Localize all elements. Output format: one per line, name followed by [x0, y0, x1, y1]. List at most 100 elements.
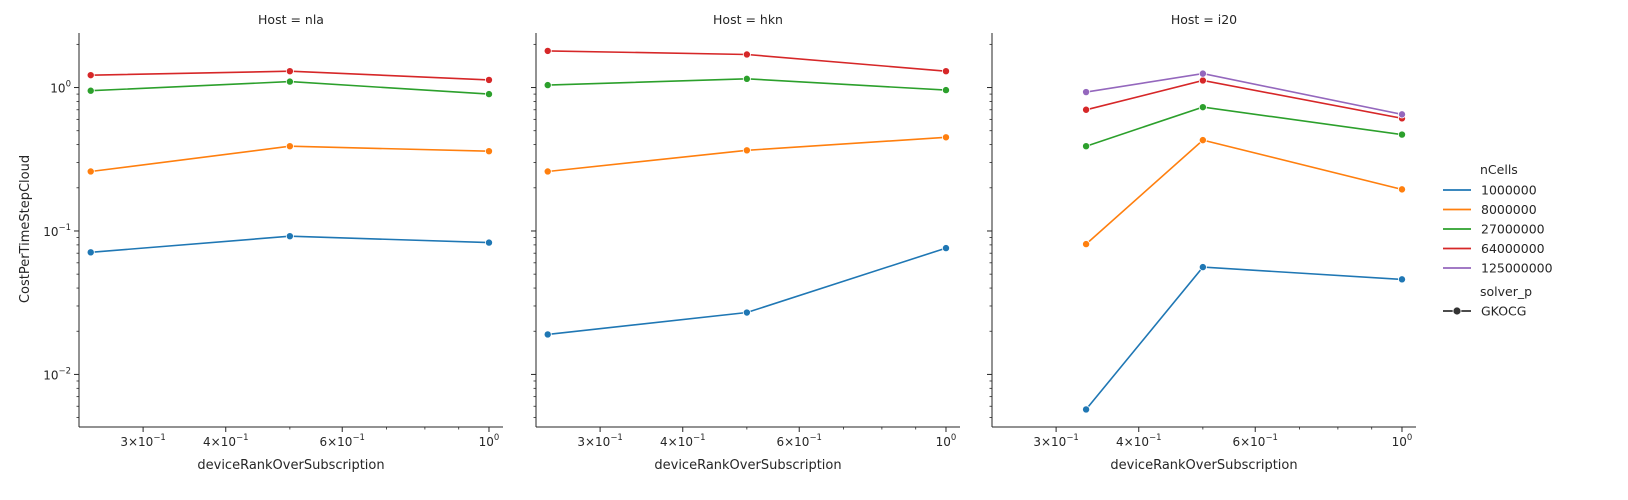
x-tick-label: 6×10−1: [319, 433, 365, 449]
data-point: [1082, 405, 1091, 414]
panel-1: Host = nla 10−2 10−1 100 3×10−1 4×10−1 6×10−1 1…: [43, 12, 503, 473]
legend-style-title: solver_p: [1480, 284, 1532, 299]
data-point: [742, 146, 751, 155]
legend-style-items: GKOCG: [1443, 304, 1526, 319]
x-axis-label: deviceRankOverSubscription: [197, 458, 384, 473]
y-tick-label: 100: [50, 80, 71, 96]
data-point: [1198, 136, 1207, 145]
data-point: [543, 167, 552, 176]
data-point: [484, 238, 493, 247]
series-27000000: [1082, 103, 1406, 151]
legend-item: 27000000: [1443, 222, 1545, 237]
data-point: [742, 50, 751, 59]
panel-2: Host = hkn 3×10−1 4×10−1 6×10−1 100 deviceRan…: [531, 12, 960, 473]
data-point: [484, 147, 493, 156]
series-64000000: [86, 67, 493, 84]
series-1000000: [543, 244, 950, 339]
legend: nCells 1000000 8000000 27000000 64000000 125…: [1443, 162, 1553, 319]
x-tick-label: 4×10−1: [203, 433, 249, 449]
chart-panels: Host = nla 10−2 10−1 100 3×10−1 4×10−1 6×10−1 1…: [43, 12, 1416, 473]
data-point: [1082, 88, 1091, 97]
data-point: [484, 75, 493, 84]
x-tick-label: 6×10−1: [1232, 433, 1278, 449]
series-8000000: [1082, 136, 1406, 249]
series-64000000: [1082, 76, 1406, 123]
legend-hue-items: 1000000 8000000 27000000 64000000 125000000: [1443, 183, 1553, 276]
x-axis-label: deviceRankOverSubscription: [1110, 458, 1297, 473]
data-point: [285, 142, 294, 151]
data-point: [742, 308, 751, 317]
legend-item: 1000000: [1443, 183, 1537, 198]
x-tick-label: 3×10−1: [577, 433, 623, 449]
panel-title: Host = i20: [1171, 12, 1237, 27]
x-tick-label: 4×10−1: [660, 433, 706, 449]
data-point: [543, 81, 552, 90]
panel-3: Host = i20 3×10−1 4×10−1 6×10−1 100 deviceRan…: [987, 12, 1416, 473]
data-point: [86, 248, 95, 257]
panel-title: Host = hkn: [713, 12, 783, 27]
data-point: [742, 74, 751, 83]
legend-item: GKOCG: [1443, 304, 1526, 319]
series-1000000: [1082, 263, 1406, 414]
data-point: [543, 330, 552, 339]
data-point: [1198, 263, 1207, 272]
data-point: [1082, 142, 1091, 151]
data-point: [941, 67, 950, 76]
series-8000000: [543, 133, 950, 176]
x-axis-label: deviceRankOverSubscription: [654, 458, 841, 473]
series-64000000: [543, 46, 950, 76]
data-point: [1082, 105, 1091, 114]
data-point: [941, 133, 950, 142]
series-1000000: [86, 232, 493, 257]
legend-label: 64000000: [1481, 241, 1545, 256]
series-line: [1085, 106, 1403, 147]
x-tick-label: 3×10−1: [120, 433, 166, 449]
data-point: [1198, 69, 1207, 78]
legend-item: 125000000: [1443, 261, 1553, 276]
data-point: [86, 71, 95, 80]
data-point: [1397, 185, 1406, 194]
x-tick-label: 100: [936, 433, 957, 449]
data-point: [285, 232, 294, 241]
series-125000000: [1082, 69, 1406, 119]
legend-label: 125000000: [1481, 261, 1553, 276]
data-point: [1397, 130, 1406, 139]
x-tick-label: 4×10−1: [1116, 433, 1162, 449]
data-point: [1198, 103, 1207, 112]
legend-marker: [1452, 306, 1462, 316]
data-point: [86, 86, 95, 95]
y-axis-label: CostPerTimeStepCloud: [18, 155, 33, 303]
legend-item: 8000000: [1443, 202, 1537, 217]
panel-title: Host = nla: [258, 12, 324, 27]
data-point: [86, 167, 95, 176]
legend-label: 1000000: [1481, 183, 1537, 198]
x-tick-label: 100: [1392, 433, 1413, 449]
data-point: [1198, 76, 1207, 85]
series-27000000: [86, 77, 493, 99]
data-point: [285, 77, 294, 86]
legend-label: GKOCG: [1481, 304, 1526, 319]
legend-item: 64000000: [1443, 241, 1545, 256]
data-point: [484, 90, 493, 99]
legend-label: 8000000: [1481, 202, 1537, 217]
data-point: [941, 244, 950, 253]
series-line: [1085, 266, 1403, 410]
series-27000000: [543, 74, 950, 95]
legend-hue-title: nCells: [1480, 162, 1518, 177]
y-tick-label: 10−1: [43, 223, 71, 239]
data-point: [1082, 240, 1091, 249]
series-line: [1085, 139, 1403, 245]
x-tick-label: 100: [479, 433, 500, 449]
x-tick-label: 6×10−1: [776, 433, 822, 449]
data-point: [1397, 275, 1406, 284]
data-point: [941, 86, 950, 95]
x-tick-label: 3×10−1: [1033, 433, 1079, 449]
y-tick-label: 10−2: [43, 366, 71, 382]
data-point: [543, 46, 552, 55]
data-point: [1397, 110, 1406, 119]
series-8000000: [86, 142, 493, 176]
legend-label: 27000000: [1481, 222, 1545, 237]
series-line: [1085, 72, 1403, 116]
series-line: [547, 247, 947, 336]
